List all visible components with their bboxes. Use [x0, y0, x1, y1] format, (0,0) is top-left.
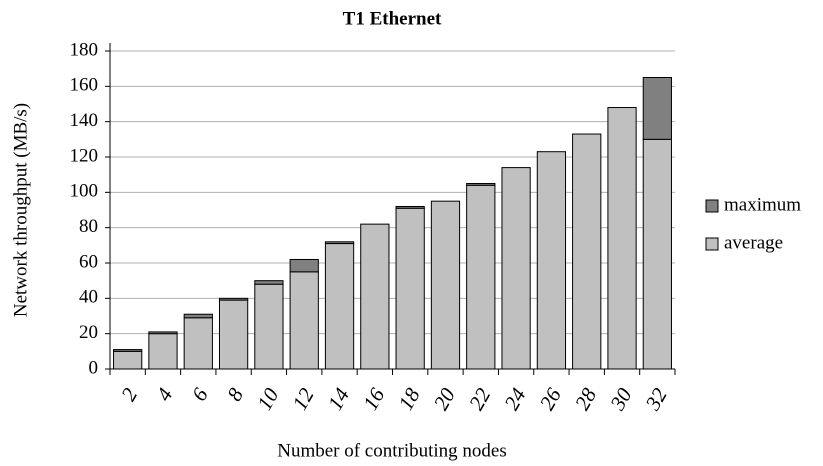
legend-label: maximum [724, 194, 801, 215]
y-tick-label: 120 [70, 145, 99, 166]
bar-segment [466, 184, 496, 370]
bar-segment [183, 313, 213, 319]
bar-segment [113, 350, 143, 370]
y-tick-label: 20 [79, 322, 98, 343]
x-tick-label: 18 [393, 383, 425, 414]
bar-segment [642, 138, 672, 370]
x-tick-label: 22 [464, 383, 496, 414]
bar-segment [289, 271, 319, 370]
y-tick-label: 140 [70, 110, 99, 131]
bar-segment [218, 297, 249, 301]
x-tick-label: 2 [116, 383, 142, 405]
bar-segment [254, 283, 284, 370]
bar-segment [113, 349, 143, 352]
x-tick-label: 14 [323, 383, 355, 414]
bar-segment [254, 280, 284, 285]
y-tick-label: 180 [70, 39, 99, 60]
x-tick-label: 26 [535, 383, 567, 414]
bar-segment [148, 333, 178, 370]
bar-segment [324, 243, 355, 370]
legend-label: average [724, 232, 783, 253]
x-axis-title: Number of contributing nodes [277, 440, 507, 461]
y-tick-label: 0 [89, 357, 99, 378]
bar-segment [430, 200, 461, 370]
x-tick-label: 32 [640, 383, 672, 414]
y-tick-label: 100 [70, 181, 99, 202]
x-tick-label: 16 [358, 383, 390, 414]
bar-segment [395, 205, 425, 209]
x-tick-label: 6 [187, 383, 213, 405]
bar-segment [536, 151, 567, 370]
y-tick-label: 80 [79, 216, 98, 237]
x-tick-label: 24 [499, 383, 531, 414]
legend-swatch [705, 237, 719, 251]
x-tick-label: 20 [429, 383, 461, 414]
legend-swatch [705, 199, 719, 213]
bar-segment [324, 241, 355, 245]
bar-segment [501, 167, 531, 370]
y-tick-label: 40 [79, 287, 98, 308]
bar-segment [148, 331, 178, 335]
y-tick-label: 60 [79, 251, 98, 272]
bar-segment [572, 133, 602, 370]
bar-segment [642, 77, 672, 140]
x-tick-label: 30 [605, 383, 637, 414]
bar-segment [607, 107, 637, 370]
bar-segment [289, 258, 319, 273]
y-axis-title: Network throughput (MB/s) [10, 103, 31, 317]
x-tick-label: 4 [151, 383, 177, 405]
bar-segment [218, 299, 249, 370]
x-tick-label: 12 [287, 383, 319, 414]
bar-segment [183, 317, 213, 370]
bar-segment [360, 223, 390, 370]
x-tick-label: 28 [570, 383, 602, 414]
bar-segment [395, 207, 425, 370]
x-tick-label: 10 [252, 383, 284, 414]
chart-title: T1 Ethernet [343, 8, 442, 29]
x-tick-label: 8 [222, 383, 248, 405]
bar-segment [466, 183, 496, 186]
y-tick-label: 160 [70, 75, 99, 96]
